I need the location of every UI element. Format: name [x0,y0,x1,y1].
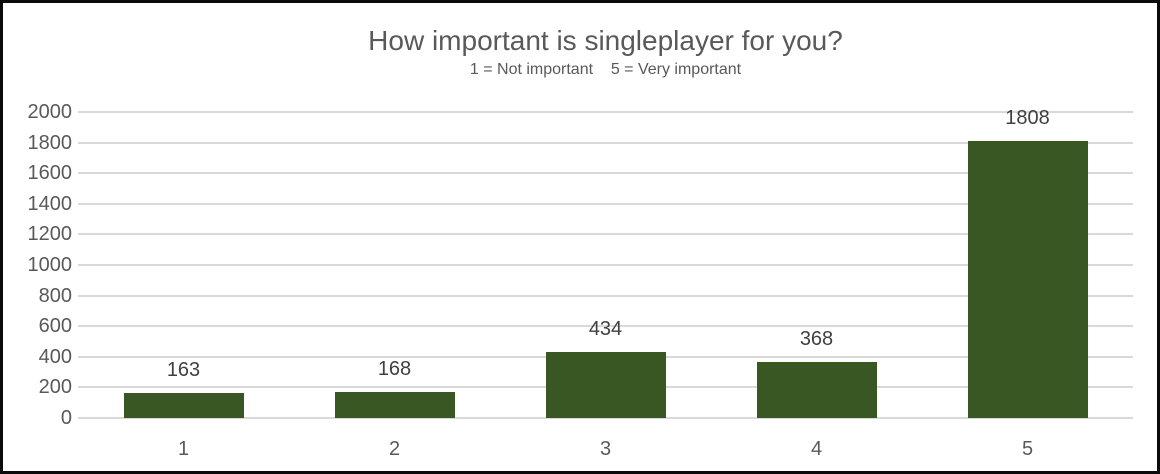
plot-area: 163 1 168 2 434 3 368 4 1808 5 [78,107,1133,460]
bar-value-label: 434 [588,317,623,340]
y-axis-tick-label: 1000 [27,254,73,276]
gridline [78,172,1133,175]
y-axis-tick-label: 1400 [27,192,73,215]
bar-value-label: 163 [166,359,201,382]
x-axis-tick-label: 5 [1021,438,1034,460]
bar-category-5 [967,141,1088,418]
bar-value-label: 1808 [1005,107,1050,130]
y-axis: 0 200 400 600 800 1000 1200 1400 1600 1800 2000 [6,102,73,428]
gridline [78,325,1133,328]
gridline [78,417,1133,419]
x-axis-tick-label: 3 [599,438,612,460]
x-axis-tick-label: 2 [388,438,401,460]
gridline [78,264,1133,266]
bar-value-label: 168 [377,358,412,381]
y-axis-tick-label: 200 [38,376,72,399]
gridline [78,233,1133,236]
gridline [78,141,1133,144]
y-axis-tick-label: 2000 [27,101,73,123]
bar-category-2 [334,392,455,418]
gridline [78,111,1133,113]
gridline [78,202,1133,205]
bar-category-3 [545,351,666,418]
gridline [78,294,1133,297]
bar-value-label: 368 [799,327,834,350]
y-axis-tick-label: 1600 [27,162,73,185]
y-axis-tick-label: 400 [38,345,72,368]
y-axis-tick-label: 0 [60,407,72,429]
y-axis-tick-label: 800 [38,284,72,307]
y-axis-tick-label: 1800 [27,131,73,154]
y-axis-tick-label: 600 [38,315,72,338]
chart-title: How important is singleplayer for you? [368,25,843,56]
bar-category-1 [123,393,244,418]
x-axis-tick-label: 1 [177,438,190,460]
chart-subtitle: 1 = Not important 5 = Very important [469,61,742,78]
bar-category-4 [756,361,877,418]
y-axis-tick-label: 1200 [27,223,73,246]
x-axis-tick-label: 4 [810,438,823,460]
